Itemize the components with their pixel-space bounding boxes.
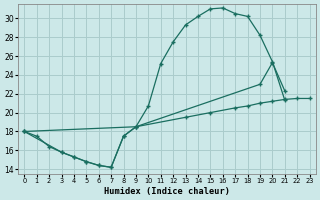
X-axis label: Humidex (Indice chaleur): Humidex (Indice chaleur)	[104, 187, 230, 196]
